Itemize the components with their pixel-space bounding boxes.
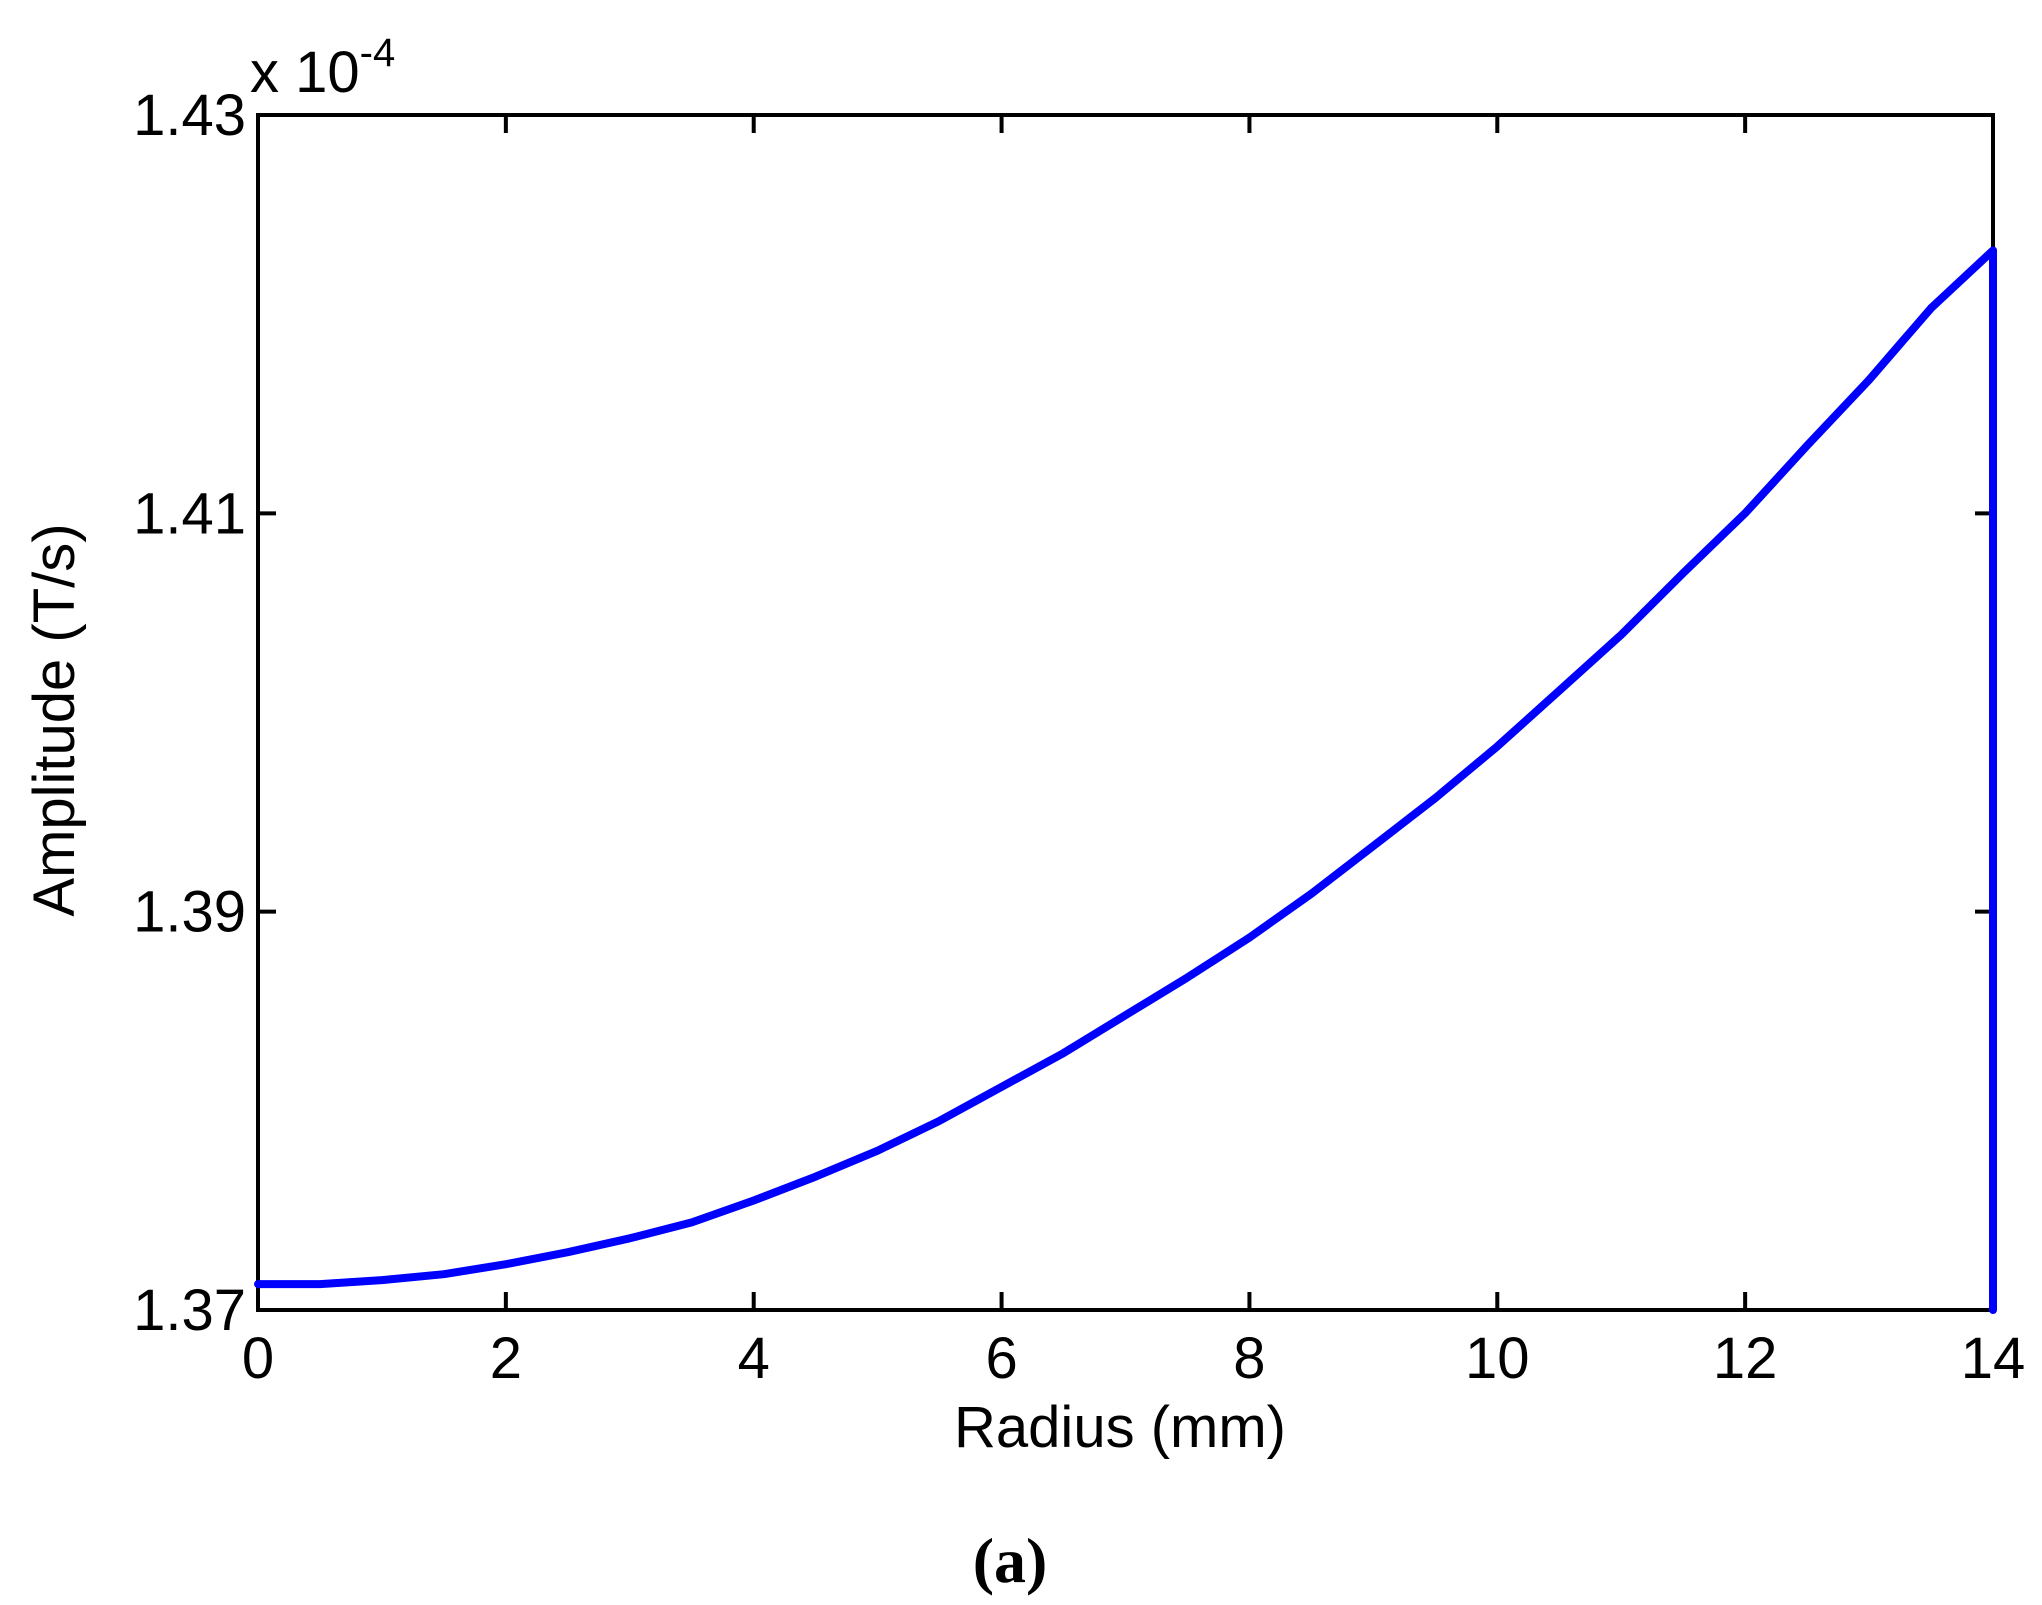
x-tick-label: 8 (1233, 1326, 1265, 1391)
panel-label: (a) (973, 1525, 1048, 1596)
y-tick-label: 1.43 (133, 83, 246, 148)
y-tick-labels: 1.37 1.39 1.41 1.43 (133, 83, 246, 1343)
y-axis-label: Amplitude (T/s) (22, 523, 87, 916)
y-multiplier-base: x 10 (250, 40, 360, 105)
x-tick-label: 4 (738, 1326, 770, 1391)
series-line (254, 246, 1997, 1314)
y-multiplier-exponent: -4 (360, 31, 396, 75)
x-tick-label: 10 (1465, 1326, 1530, 1391)
x-ticks (256, 115, 1995, 1310)
y-tick-label: 1.39 (133, 880, 246, 945)
x-tick-label: 14 (1961, 1326, 2026, 1391)
panel-label-text: (a) (973, 1525, 1048, 1596)
y-axis-multiplier: x 10-4 (250, 31, 395, 105)
y-tick-label: 1.41 (133, 481, 246, 546)
x-tick-label: 2 (490, 1326, 522, 1391)
y-tick-label: 1.37 (133, 1278, 246, 1343)
x-axis-label: Radius (mm) (954, 1395, 1286, 1460)
x-tick-labels: 0 2 4 6 8 10 12 14 (242, 1326, 2025, 1391)
x-tick-label: 0 (242, 1326, 274, 1391)
x-tick-label: 12 (1713, 1326, 1778, 1391)
x-tick-label: 6 (985, 1326, 1017, 1391)
